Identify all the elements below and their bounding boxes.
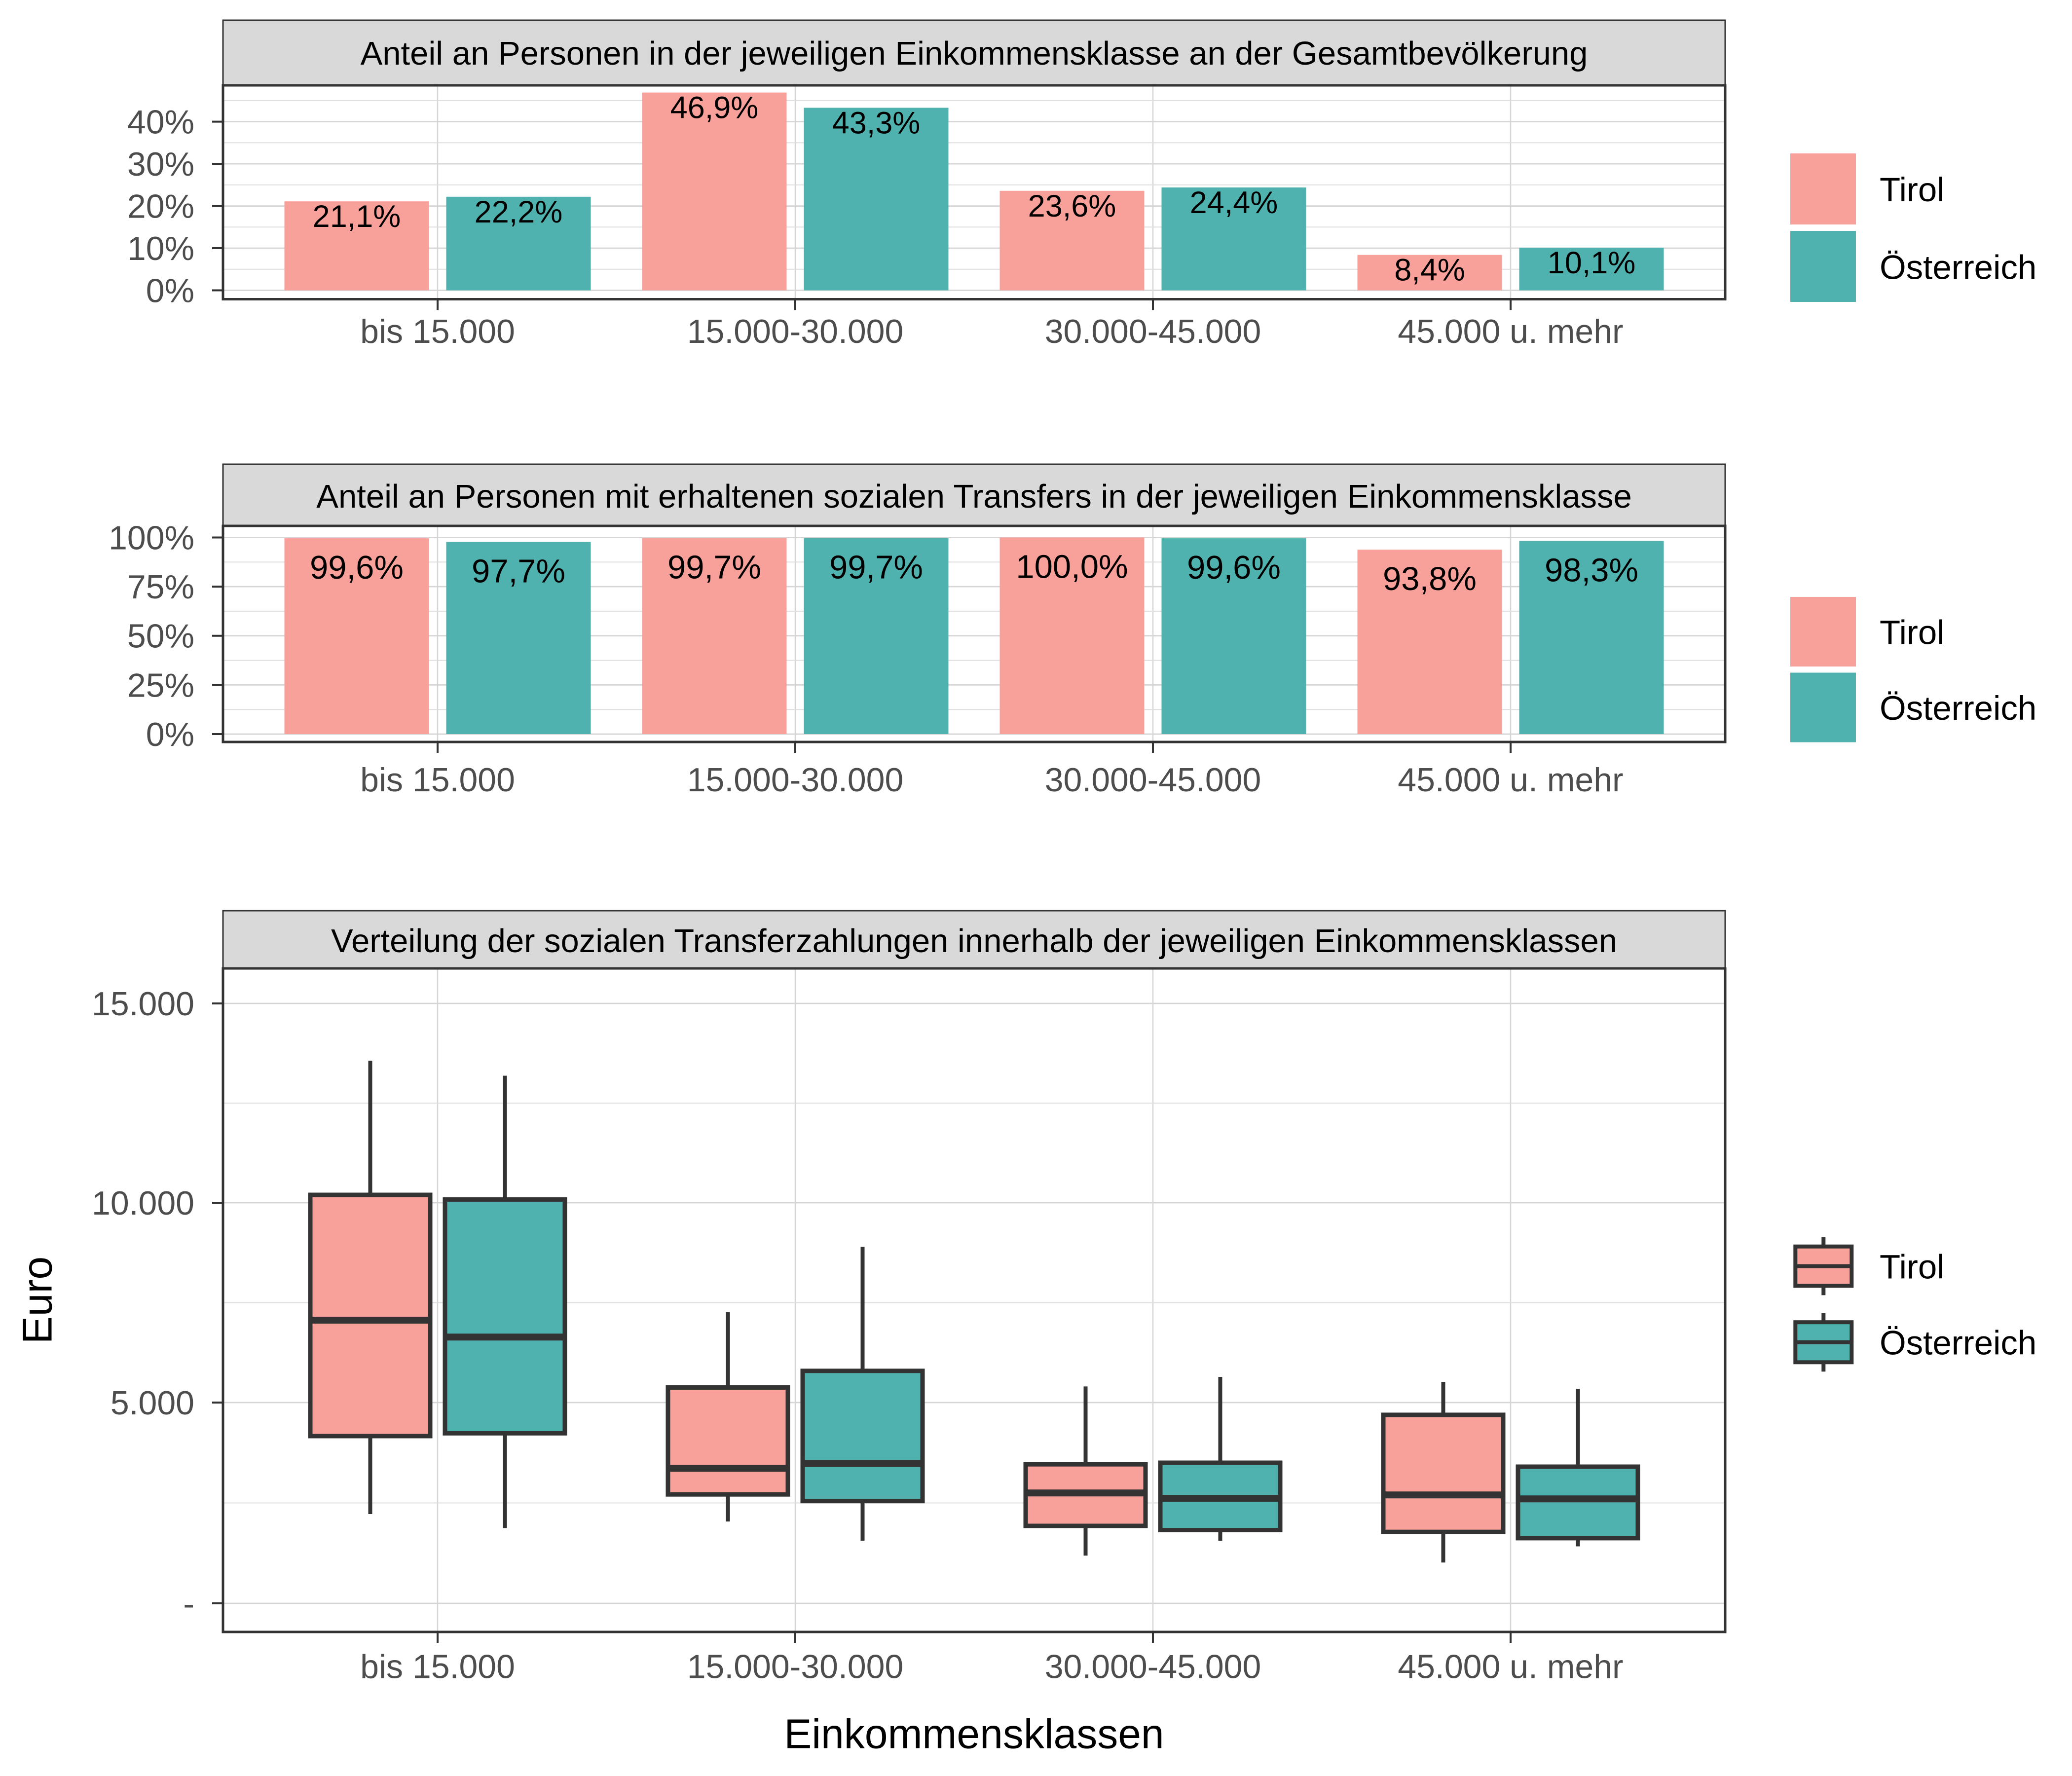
svg-text:99,6%: 99,6%	[1187, 549, 1281, 586]
svg-text:25%: 25%	[127, 666, 194, 704]
svg-text:5.000: 5.000	[111, 1384, 194, 1422]
svg-text:15.000-30.000: 15.000-30.000	[687, 761, 904, 799]
svg-text:Anteil an Personen in der jewe: Anteil an Personen in der jeweiligen Ein…	[361, 35, 1588, 72]
svg-text:0%: 0%	[146, 716, 194, 753]
svg-text:100%: 100%	[109, 519, 194, 557]
svg-text:Euro: Euro	[14, 1257, 61, 1344]
svg-text:0%: 0%	[146, 272, 194, 310]
svg-text:Tirol: Tirol	[1880, 171, 1945, 209]
svg-text:15.000-30.000: 15.000-30.000	[687, 313, 904, 350]
svg-text:22,2%: 22,2%	[475, 195, 563, 229]
svg-text:99,6%: 99,6%	[310, 549, 404, 586]
svg-text:bis 15.000: bis 15.000	[360, 1648, 515, 1686]
svg-text:97,7%: 97,7%	[472, 553, 565, 590]
svg-text:99,7%: 99,7%	[667, 549, 761, 586]
svg-text:Österreich: Österreich	[1880, 1324, 2036, 1362]
svg-text:20%: 20%	[127, 188, 194, 225]
svg-text:98,3%: 98,3%	[1545, 552, 1638, 589]
svg-text:8,4%: 8,4%	[1394, 253, 1465, 288]
svg-text:Tirol: Tirol	[1880, 614, 1945, 652]
svg-text:Tirol: Tirol	[1880, 1248, 1945, 1286]
svg-text:40%: 40%	[127, 104, 194, 141]
svg-text:30%: 30%	[127, 146, 194, 183]
svg-text:10%: 10%	[127, 230, 194, 267]
svg-text:30.000-45.000: 30.000-45.000	[1045, 1648, 1261, 1686]
svg-text:93,8%: 93,8%	[1383, 560, 1477, 597]
svg-text:99,7%: 99,7%	[829, 549, 923, 586]
svg-text:30.000-45.000: 30.000-45.000	[1045, 761, 1261, 799]
svg-text:15.000: 15.000	[92, 985, 194, 1023]
svg-text:10.000: 10.000	[92, 1184, 194, 1222]
svg-text:24,4%: 24,4%	[1190, 185, 1278, 220]
svg-text:30.000-45.000: 30.000-45.000	[1045, 313, 1261, 350]
svg-text:bis 15.000: bis 15.000	[360, 761, 515, 799]
svg-text:45.000 u. mehr: 45.000 u. mehr	[1398, 1648, 1623, 1686]
svg-text:21,1%: 21,1%	[313, 199, 401, 234]
svg-text:bis 15.000: bis 15.000	[360, 313, 515, 350]
svg-text:23,6%: 23,6%	[1028, 189, 1116, 223]
svg-text:50%: 50%	[127, 618, 194, 655]
svg-text:46,9%: 46,9%	[670, 91, 759, 125]
svg-text:100,0%: 100,0%	[1016, 549, 1128, 586]
svg-text:-: -	[183, 1585, 194, 1623]
svg-text:Verteilung der sozialen Transf: Verteilung der sozialen Transferzahlunge…	[331, 923, 1617, 960]
svg-text:45.000 u. mehr: 45.000 u. mehr	[1398, 313, 1623, 350]
svg-text:Österreich: Österreich	[1880, 689, 2036, 727]
svg-text:10,1%: 10,1%	[1548, 246, 1636, 280]
svg-text:Österreich: Österreich	[1880, 249, 2036, 287]
svg-text:43,3%: 43,3%	[832, 106, 921, 140]
svg-text:15.000-30.000: 15.000-30.000	[687, 1648, 904, 1686]
svg-text:75%: 75%	[127, 568, 194, 606]
svg-text:Anteil an Personen mit erhalte: Anteil an Personen mit erhaltenen sozial…	[316, 478, 1632, 515]
svg-text:Einkommensklassen: Einkommensklassen	[784, 1710, 1164, 1757]
svg-text:45.000 u. mehr: 45.000 u. mehr	[1398, 761, 1623, 799]
